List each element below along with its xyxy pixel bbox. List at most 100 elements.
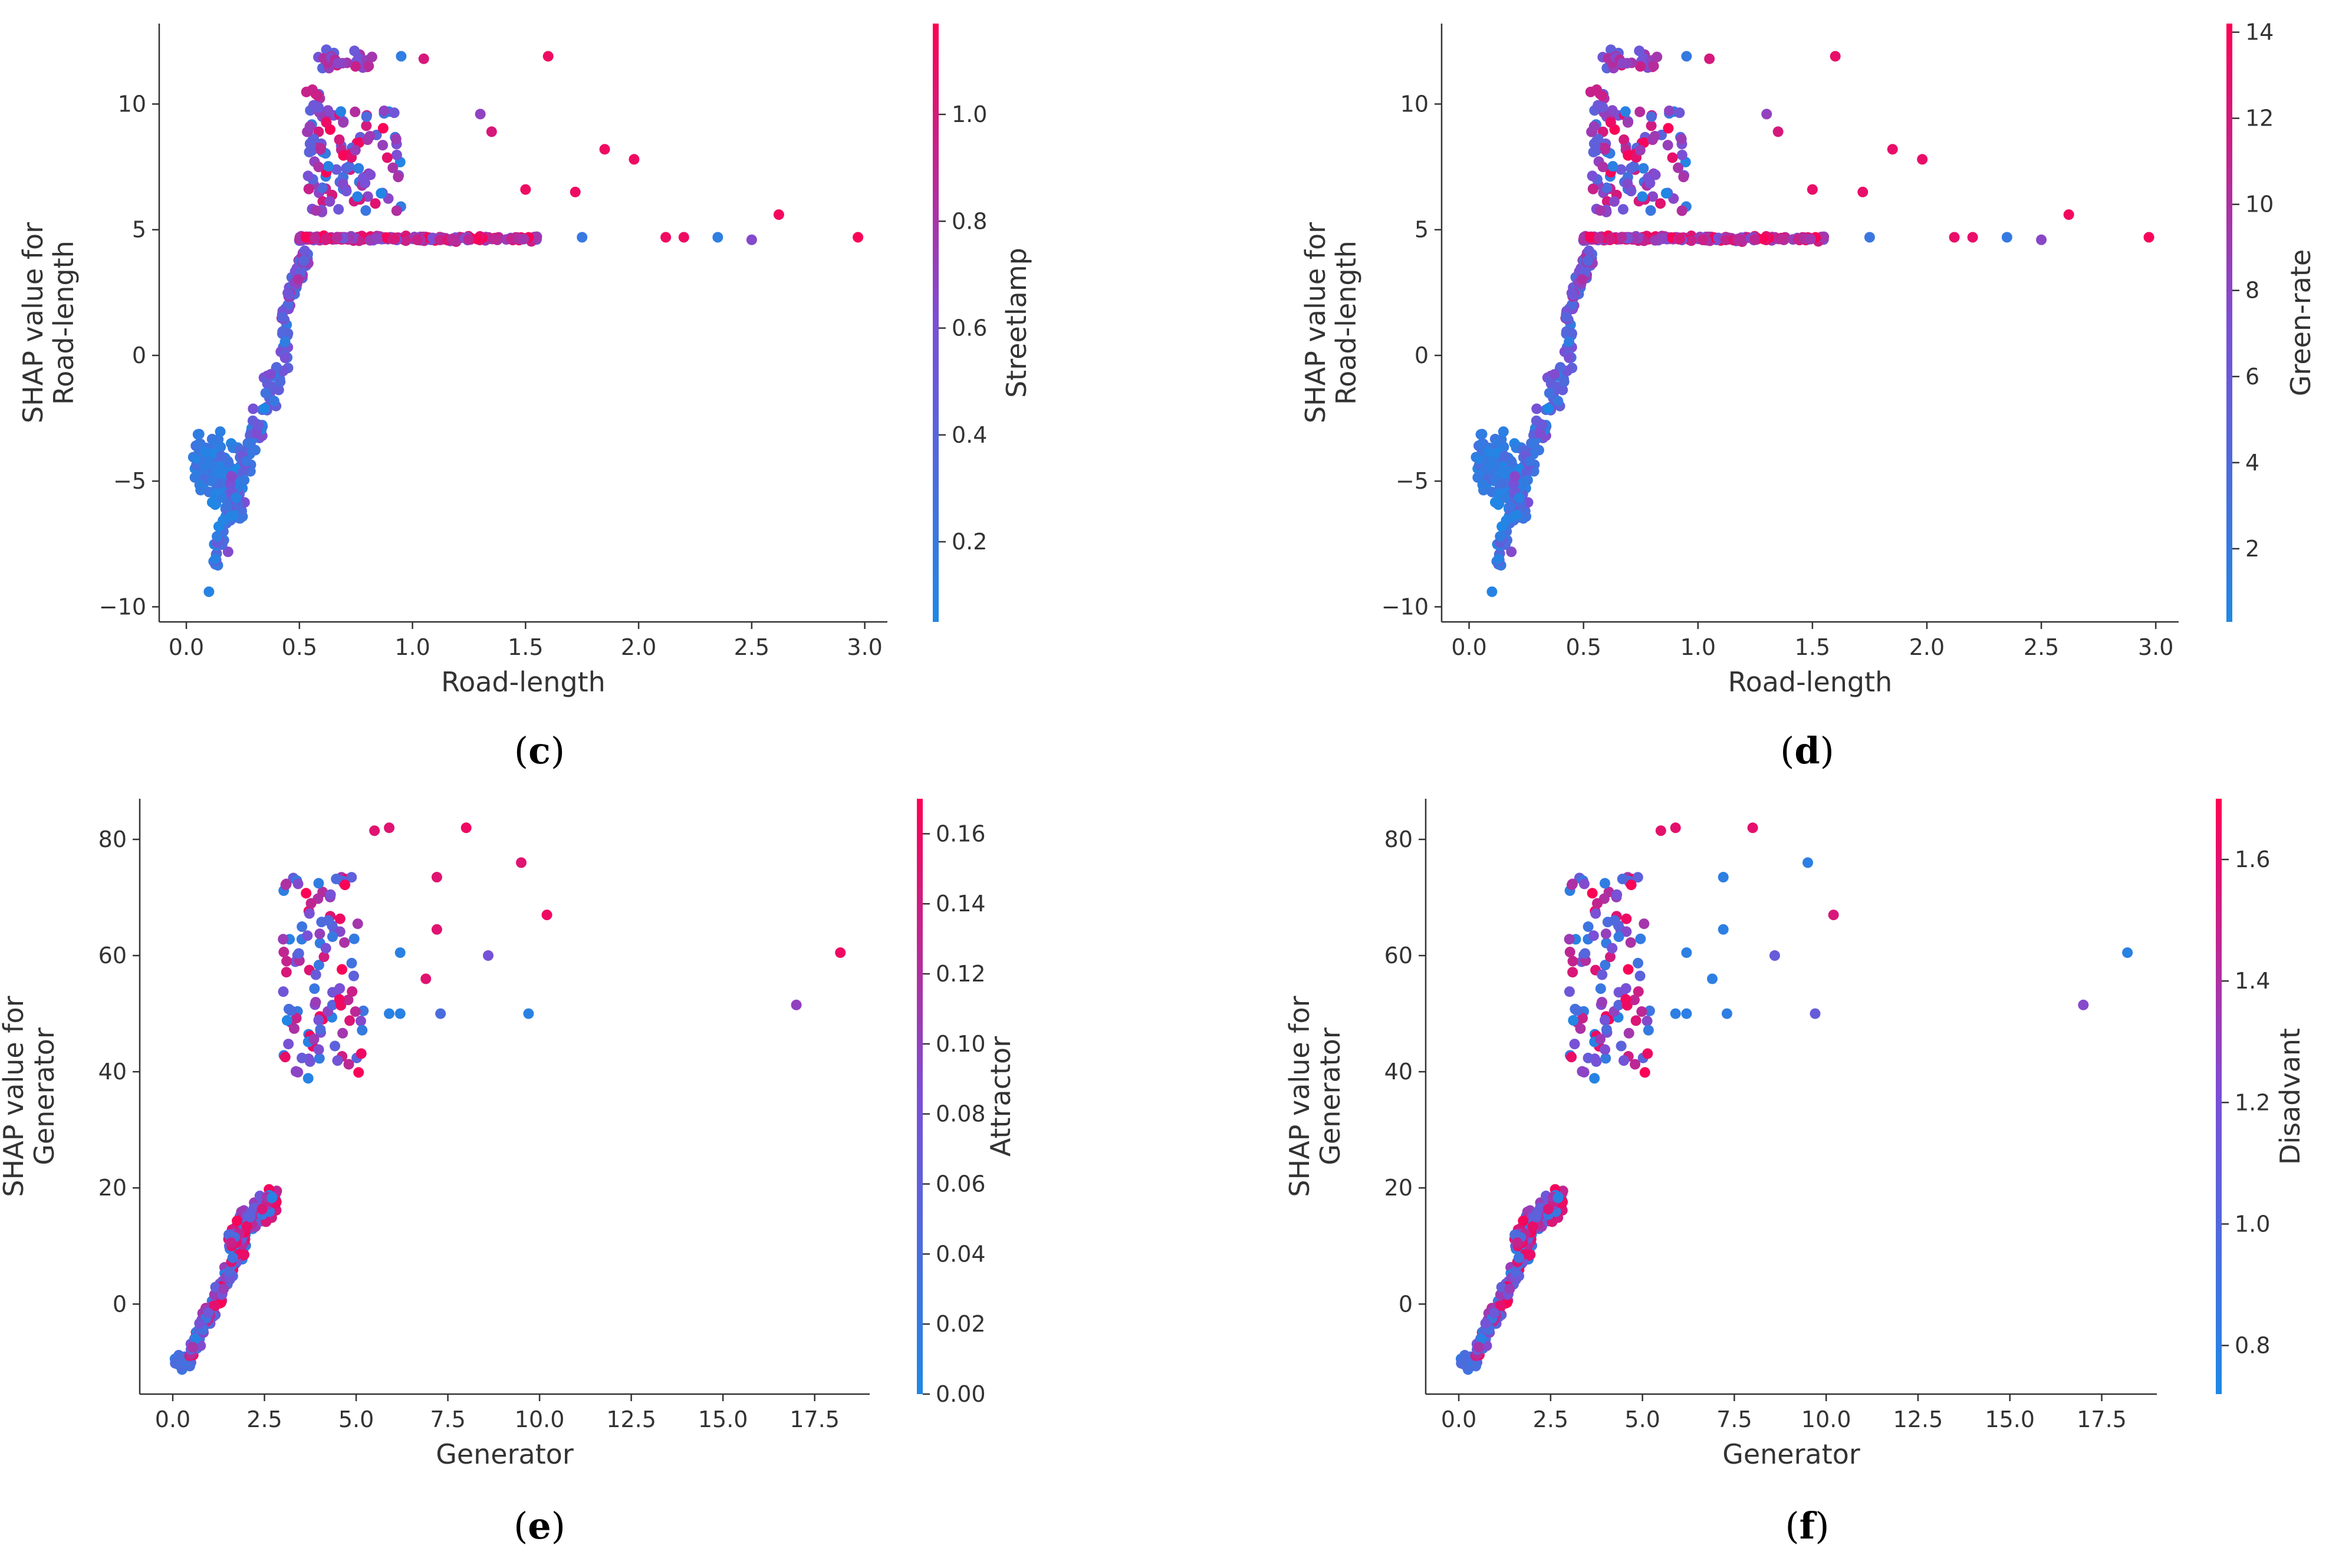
scatter-point — [308, 100, 319, 111]
scatter-point — [1567, 967, 1578, 978]
scatter-point — [1673, 162, 1684, 173]
scatter-point — [310, 205, 321, 216]
scatter-point — [312, 90, 323, 101]
scatter-point — [305, 898, 317, 909]
scatter-point — [1599, 1014, 1610, 1026]
scatter-point — [1648, 60, 1659, 71]
scatter-point — [1769, 950, 1780, 961]
scatter-point — [1917, 154, 1928, 165]
scatter-point — [2001, 232, 2012, 243]
scatter-point — [313, 1014, 324, 1026]
scatter-point — [344, 1015, 356, 1026]
scatter-point — [1630, 1059, 1641, 1070]
scatter-point — [346, 872, 357, 883]
scatter-point — [1670, 822, 1681, 834]
scatter-point — [1537, 419, 1548, 430]
scatter-point — [200, 446, 211, 457]
scatter-point — [1588, 121, 1600, 132]
scatter-point — [330, 1040, 341, 1052]
x-tick-label: 17.5 — [2077, 1406, 2127, 1432]
scatter-point — [1749, 233, 1761, 245]
scatter-point — [361, 120, 372, 131]
scatter-point — [1618, 1055, 1629, 1066]
x-tick-label: 1.0 — [394, 634, 430, 660]
scatter-point — [1604, 951, 1616, 963]
scatter-point — [1588, 930, 1599, 941]
scatter-point — [712, 232, 723, 243]
scatter-point — [379, 106, 390, 117]
scatter-point — [570, 186, 581, 197]
scatter-point — [1483, 446, 1494, 457]
colorbar-tick-label: 0.12 — [936, 961, 986, 987]
scatter-point — [357, 1025, 368, 1036]
scatter-points — [187, 44, 864, 597]
scatter-point — [446, 233, 458, 245]
scatter-point — [1828, 910, 1839, 921]
x-tick-label: 12.5 — [606, 1406, 656, 1432]
scatter-point — [313, 878, 324, 889]
scatter-point — [791, 999, 802, 1010]
scatter-point — [231, 492, 242, 503]
colorbar: 2 4 6 8 10 12 14 Green-rate — [2226, 19, 2317, 622]
x-tick-label: 3.0 — [847, 634, 882, 660]
scatter-point — [348, 933, 360, 944]
scatter-point — [292, 878, 304, 890]
scatter-point — [350, 106, 361, 117]
scatter-point — [283, 1039, 294, 1050]
scatter-point — [1594, 205, 1606, 216]
scatter-point — [1807, 184, 1818, 195]
scatter-point — [1567, 289, 1578, 300]
scatter-point — [315, 143, 327, 154]
scatter-point — [355, 1016, 366, 1027]
scatter-point — [320, 233, 331, 245]
scatter-point — [334, 134, 345, 145]
scatter-point — [1484, 460, 1495, 471]
scatter-point — [1471, 1361, 1482, 1372]
scatter-point — [215, 426, 226, 437]
scatter-point — [1589, 1073, 1600, 1084]
scatter-point — [1830, 51, 1841, 62]
scatter-point — [346, 957, 357, 969]
scatter-point — [486, 126, 497, 137]
scatter-point — [1636, 1006, 1647, 1017]
scatter-point — [678, 232, 689, 243]
scatter-point — [1583, 921, 1594, 933]
scatter-point — [297, 921, 308, 933]
caption-f: (f) — [1785, 1504, 1829, 1547]
scatter-point — [384, 822, 395, 834]
scatter-point — [577, 232, 588, 243]
scatter-point — [1542, 403, 1554, 414]
y-tick-label: 0 — [132, 342, 146, 368]
scatter-point — [1616, 1040, 1627, 1052]
scatter-point — [746, 234, 757, 245]
scatter-point — [1633, 986, 1644, 997]
scatter-point — [1634, 106, 1646, 117]
caption-c: (c) — [514, 729, 565, 772]
scatter-point — [1566, 1052, 1577, 1063]
scatter-point — [1506, 546, 1517, 558]
scatter-point — [1686, 235, 1697, 246]
colorbar-tick-label: 0.6 — [952, 315, 987, 341]
scatter-point — [1600, 143, 1611, 154]
scatter-points — [1455, 822, 2133, 1375]
scatter-point — [1681, 947, 1692, 958]
scatter-point — [335, 106, 347, 117]
scatter-point — [1552, 1192, 1564, 1203]
y-tick-label: 40 — [1384, 1059, 1413, 1085]
scatter-point — [1747, 822, 1758, 834]
scatter-point — [209, 1300, 220, 1312]
panel-d: 0.0 0.5 1.0 1.5 2.0 2.5 3.0 −10 −5 0 5 10 Road-lengt… — [1300, 19, 2317, 698]
x-tick-label: 12.5 — [1893, 1406, 1943, 1432]
scatter-point — [1633, 957, 1644, 969]
colorbar-tick-label: 0.4 — [952, 422, 987, 448]
scatter-point — [1584, 232, 1596, 243]
scatter-point — [435, 235, 446, 246]
y-tick-label: 40 — [98, 1059, 127, 1085]
scatter-point — [1549, 369, 1560, 380]
scatter-point — [318, 951, 330, 963]
scatter-point — [265, 369, 276, 380]
scatter-point — [290, 1066, 301, 1077]
scatter-point — [323, 161, 334, 172]
y-tick-label: −10 — [1381, 594, 1429, 620]
scatter-point — [1622, 117, 1633, 128]
